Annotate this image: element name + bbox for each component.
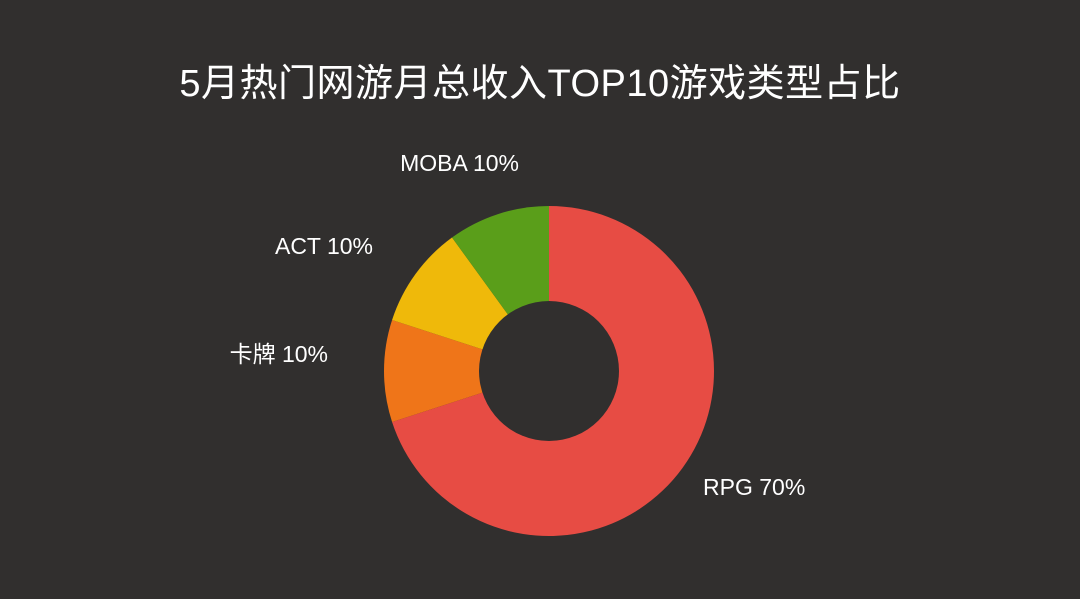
- slice-label-moba: MOBA 10%: [400, 150, 519, 176]
- slice-label-rpg: RPG 70%: [703, 474, 805, 500]
- donut-hole: [479, 301, 619, 441]
- slice-label-act: ACT 10%: [275, 233, 373, 259]
- slice-label-卡牌: 卡牌 10%: [230, 341, 328, 367]
